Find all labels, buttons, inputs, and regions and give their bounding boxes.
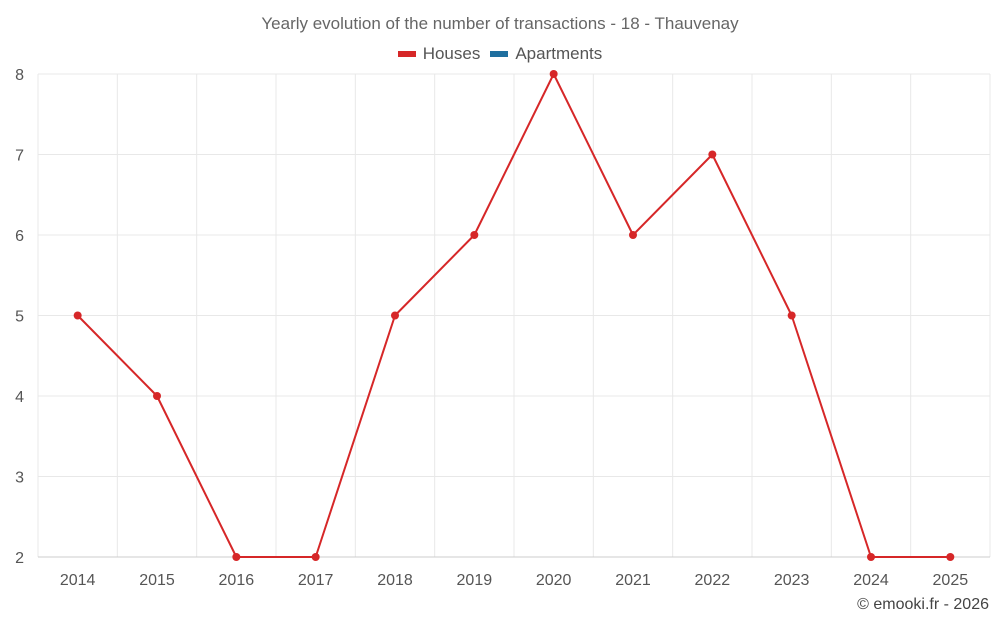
legend-item-apartments[interactable]: Apartments	[490, 44, 602, 64]
series-line-houses	[76, 73, 951, 558]
data-point-houses[interactable]	[232, 553, 241, 561]
legend-label-houses: Houses	[422, 44, 481, 63]
data-point-houses[interactable]	[470, 231, 479, 239]
x-tick-label: 2023	[774, 572, 810, 589]
data-point-houses[interactable]	[787, 311, 796, 320]
y-tick-label: 7	[15, 148, 24, 165]
credit-text: © emooki.fr - 2026	[857, 596, 989, 613]
data-point-houses[interactable]	[549, 70, 558, 78]
chart-title: Yearly evolution of the number of transa…	[261, 14, 739, 33]
data-point-houses[interactable]	[629, 231, 637, 239]
x-tick-label: 2017	[298, 572, 334, 589]
data-point-houses[interactable]	[391, 311, 399, 320]
x-tick-label: 2025	[933, 572, 969, 589]
data-point-houses[interactable]	[311, 553, 320, 561]
x-tick-label: 2018	[377, 572, 413, 589]
y-tick-label: 6	[15, 228, 24, 245]
x-tick-label: 2015	[139, 572, 175, 589]
y-axis: 2 3 4 5 6 7 8	[15, 67, 24, 567]
x-tick-label: 2024	[853, 572, 889, 589]
x-tick-label: 2020	[536, 572, 572, 589]
data-point-houses[interactable]	[867, 553, 875, 561]
y-tick-label: 8	[15, 67, 24, 84]
legend-swatch-houses	[397, 51, 416, 57]
x-axis: 2014 2015 2016 2017 2018 2019 2020 2021 2022 2023…	[60, 572, 968, 589]
x-tick-label: 2021	[615, 572, 651, 589]
series-layer	[73, 70, 955, 561]
y-tick-label: 5	[15, 309, 24, 326]
y-tick-label: 4	[15, 389, 24, 406]
x-tick-label: 2022	[695, 572, 731, 589]
x-tick-label: 2014	[60, 572, 96, 589]
y-tick-label: 3	[15, 470, 24, 487]
data-point-houses[interactable]	[708, 150, 717, 159]
data-point-houses[interactable]	[153, 392, 161, 400]
legend: Houses Apartments	[0, 44, 1000, 64]
y-tick-label: 2	[15, 550, 24, 567]
data-point-houses[interactable]	[946, 553, 955, 561]
legend-label-apartments: Apartments	[515, 44, 603, 63]
x-tick-label: 2016	[219, 572, 255, 589]
legend-swatch-apartments	[490, 51, 509, 57]
x-tick-label: 2019	[457, 572, 493, 589]
legend-item-houses[interactable]: Houses	[397, 44, 481, 64]
data-point-houses[interactable]	[73, 311, 82, 320]
